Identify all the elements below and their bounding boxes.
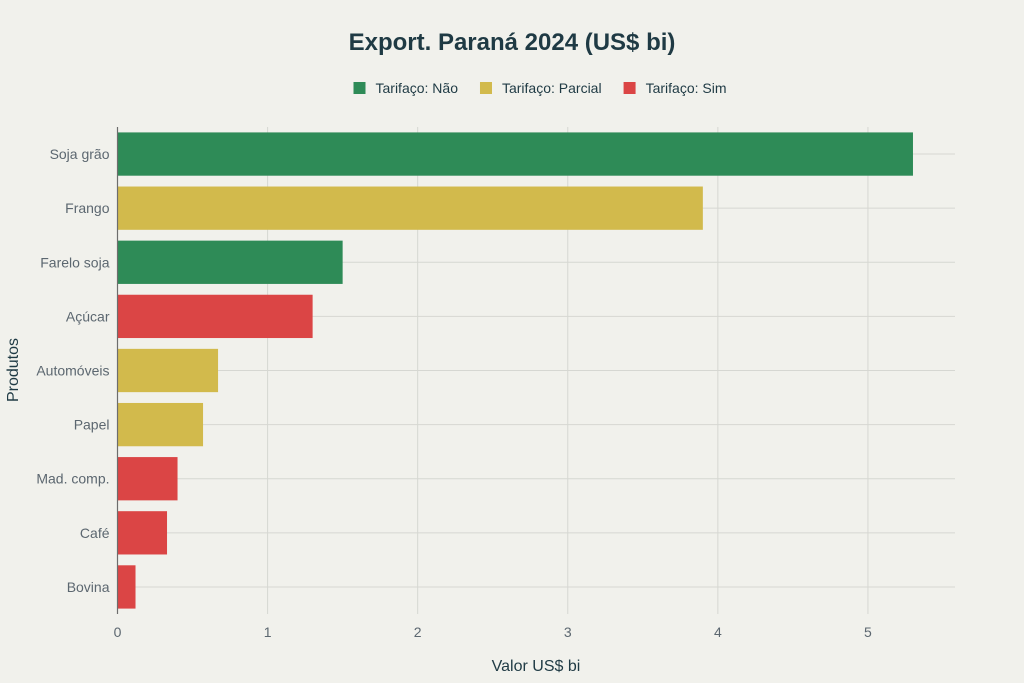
bar-a-car xyxy=(117,294,313,339)
legend-label-sim: Tarifaço: Sim xyxy=(646,80,727,96)
bar-papel xyxy=(117,402,204,447)
y-tick-label: Mad. comp. xyxy=(36,471,109,487)
bar-mad-comp- xyxy=(117,457,178,501)
legend-swatch-sim xyxy=(623,82,636,94)
legend-label-nao: Tarifaço: Não xyxy=(376,80,459,96)
bar-bovina xyxy=(117,565,136,609)
legend-swatch-nao xyxy=(353,82,366,94)
x-tick-labels: 0 1 2 3 4 5 xyxy=(114,624,872,640)
y-tick-label: Açúcar xyxy=(66,308,110,324)
bar-soja-gr-o xyxy=(117,132,913,176)
bar-caf- xyxy=(117,511,168,555)
y-tick-label: Farelo soja xyxy=(40,254,109,270)
x-tick-label: 4 xyxy=(714,624,722,640)
legend: Tarifaço: Não Tarifaço: Parcial Tarifaço: … xyxy=(353,80,727,96)
chart-title: Export. Paraná 2024 (US$ bi) xyxy=(349,29,676,56)
y-axis-title: Produtos xyxy=(5,338,22,402)
y-tick-label: Soja grão xyxy=(50,146,110,162)
bar-frango xyxy=(117,186,703,230)
x-tick-label: 1 xyxy=(264,624,272,640)
y-tick-label: Frango xyxy=(65,200,110,216)
legend-label-parcial: Tarifaço: Parcial xyxy=(502,80,602,96)
y-tick-labels: Soja grão Frango Farelo soja Açúcar Automóve… xyxy=(36,146,109,595)
y-tick-label: Bovina xyxy=(67,579,110,595)
y-tick-label: Papel xyxy=(74,417,110,433)
x-tick-label: 5 xyxy=(864,624,872,640)
bar-autom-veis xyxy=(117,348,219,393)
x-tick-label: 3 xyxy=(564,624,572,640)
bars xyxy=(117,132,913,609)
x-tick-label: 2 xyxy=(414,624,422,640)
y-tick-label: Automóveis xyxy=(36,363,109,379)
bar-farelo-soja xyxy=(117,240,343,284)
legend-swatch-parcial xyxy=(479,82,492,94)
x-axis-title: Valor US$ bi xyxy=(492,658,581,675)
x-tick-label: 0 xyxy=(114,624,122,640)
y-tick-label: Café xyxy=(80,525,110,541)
